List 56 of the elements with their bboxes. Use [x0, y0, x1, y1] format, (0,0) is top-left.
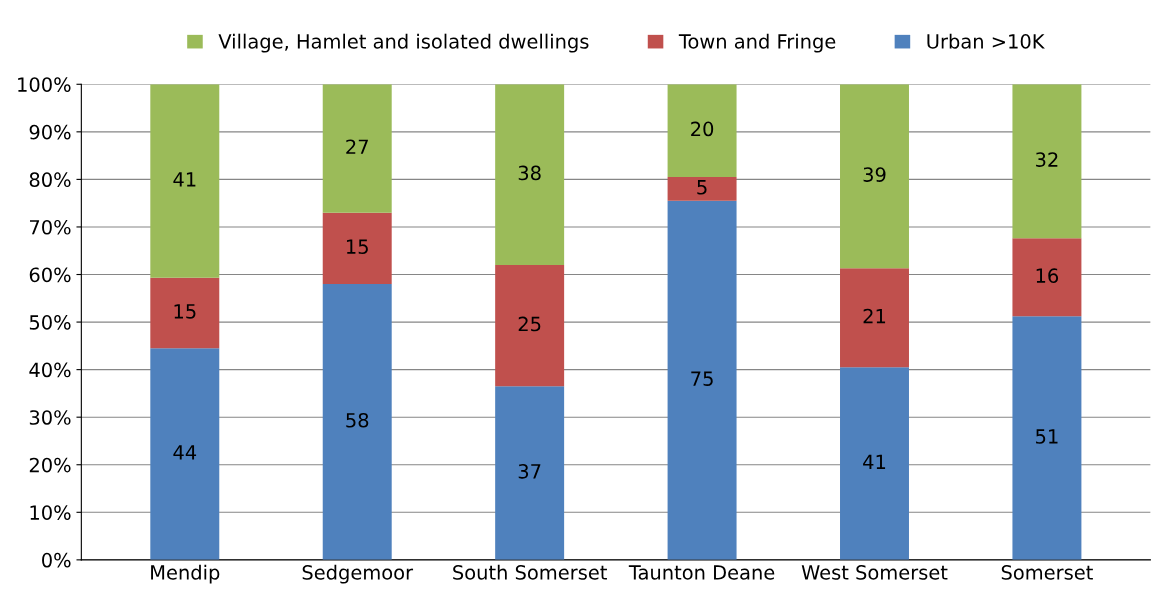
x-tick-label: South Somerset [453, 564, 607, 580]
x-tick-label: Sedgemoor [302, 564, 414, 584]
bar [322, 284, 392, 560]
bar [495, 386, 565, 560]
y-tick-label: 30% [29, 410, 71, 425]
bar [322, 212, 392, 285]
x-tick-label: West Somerset [801, 565, 948, 580]
x-tick-label: Mendip [151, 564, 220, 584]
data-label: 39 [863, 167, 886, 182]
y-tick-label: 20% [29, 457, 71, 473]
bar [1012, 238, 1082, 317]
bar [840, 367, 909, 560]
data-label: 5 [697, 180, 707, 195]
bar [150, 84, 220, 278]
data-label: 38 [518, 165, 541, 181]
bar [322, 84, 392, 213]
bar [840, 268, 909, 368]
data-label: 20 [691, 121, 714, 137]
bar [667, 84, 737, 178]
y-tick-label: 70% [29, 219, 71, 235]
data-label: 27 [346, 139, 368, 154]
data-label: 32 [1036, 152, 1058, 167]
y-tick-label: 0% [42, 552, 71, 568]
data-label: 21 [863, 308, 886, 324]
bar [150, 348, 220, 560]
x-tick-label: Somerset [1001, 565, 1093, 580]
x-tick-label: Taunton Deane [628, 565, 775, 580]
y-tick-label: 100% [18, 77, 71, 92]
y-tick-label: 90% [29, 124, 71, 140]
bar [667, 177, 737, 201]
data-label: 25 [518, 316, 541, 332]
bar [840, 84, 909, 269]
data-label: 75 [691, 371, 713, 386]
legend-label: Town and Fringe [678, 33, 836, 53]
data-label: 41 [173, 172, 196, 187]
data-label: 15 [346, 239, 368, 254]
data-label: 41 [863, 454, 886, 469]
data-label: 58 [346, 412, 369, 428]
data-label: 16 [1036, 268, 1059, 284]
bar [1012, 84, 1082, 239]
bar [495, 84, 565, 265]
legend-label: Urban >10K [927, 33, 1045, 49]
y-tick-label: 50% [29, 315, 71, 330]
legend-label: Village, Hamlet and isolated dwellings [218, 33, 589, 53]
y-tick-label: 80% [29, 172, 71, 188]
data-label: 44 [173, 445, 197, 460]
y-tick-label: 40% [29, 362, 71, 378]
bar [1012, 316, 1082, 560]
bar [495, 265, 565, 387]
y-tick-label: 10% [30, 505, 71, 520]
data-label: 51 [1036, 429, 1058, 444]
bar [667, 200, 737, 560]
data-label: 15 [174, 304, 196, 319]
bar [150, 277, 220, 349]
y-tick-label: 60% [29, 267, 71, 283]
data-label: 37 [518, 464, 541, 479]
